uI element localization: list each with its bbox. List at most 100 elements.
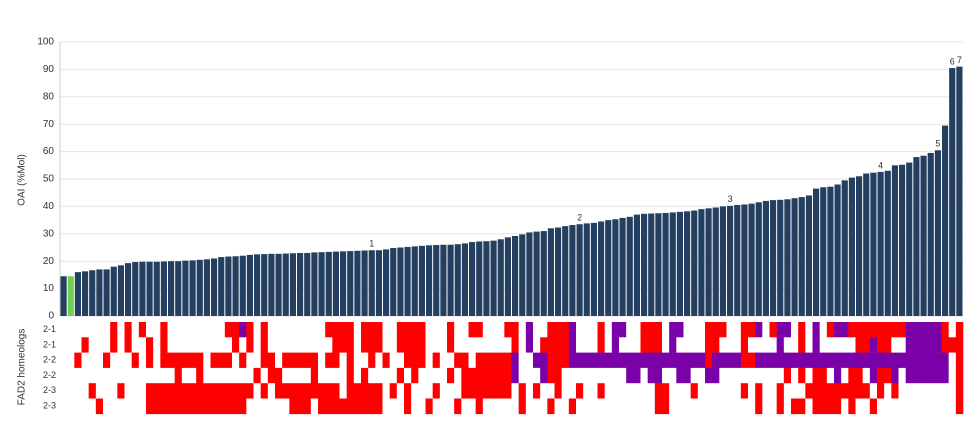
heatmap-cell: [662, 383, 670, 399]
bar: [576, 224, 583, 316]
bar: [318, 252, 325, 316]
heatmap-cell: [346, 352, 355, 369]
heatmap-cell: [439, 383, 448, 399]
heatmap-cell: [511, 398, 519, 415]
heatmap-cell: [791, 383, 799, 399]
heatmap-cell: [224, 352, 233, 369]
heatmap-cell: [647, 383, 656, 399]
heatmap-cell: [81, 352, 89, 369]
heatmap-cell: [246, 337, 254, 353]
heatmap-cell: [117, 398, 125, 415]
heatmap-cell: [690, 383, 699, 399]
heatmap-cell: [748, 383, 756, 399]
heatmap-cell: [468, 322, 476, 338]
y-axis-label: OAI (%Mol): [17, 154, 28, 206]
bar: [662, 212, 669, 316]
heatmap-cell: [95, 398, 104, 415]
heatmap-cell: [647, 367, 656, 384]
heatmap-cell: [769, 383, 777, 399]
heatmap-cell: [898, 337, 906, 353]
heatmap-cell: [475, 352, 484, 369]
heatmap-cell: [189, 322, 197, 338]
heatmap-cell: [518, 322, 527, 338]
heatmap-cell: [511, 367, 519, 384]
heatmap-cell: [67, 337, 75, 353]
heatmap-cell: [325, 337, 333, 353]
heatmap-cell: [361, 322, 369, 338]
bar: [519, 234, 526, 316]
heatmap-cell: [719, 352, 727, 369]
heatmap-cell: [468, 367, 476, 384]
heatmap-cell: [81, 337, 89, 353]
heatmap-cell: [633, 337, 641, 353]
heatmap-cell: [683, 367, 691, 384]
heatmap-cell: [583, 398, 591, 415]
heatmap-cell: [748, 322, 756, 338]
annotation: 3: [728, 194, 733, 204]
heatmap-cell: [138, 367, 147, 384]
heatmap-cell: [375, 352, 383, 369]
heatmap-cell: [353, 352, 362, 369]
heatmap-cell: [834, 398, 842, 415]
heatmap-cell: [189, 398, 197, 415]
heatmap-cell: [253, 352, 261, 369]
y-tick-label: 50: [43, 174, 55, 185]
bar: [418, 245, 425, 316]
bar: [562, 226, 569, 316]
bar: [67, 276, 74, 316]
heatmap-label: FAD2 homeologs: [17, 329, 28, 406]
heatmap-cell: [246, 367, 254, 384]
heatmap-cell: [210, 383, 218, 399]
heatmap-cell: [676, 367, 684, 384]
heatmap-cell: [662, 337, 670, 353]
heatmap-cell: [912, 398, 921, 415]
bar: [225, 256, 232, 316]
heatmap-cell: [475, 383, 484, 399]
heatmap-cell: [826, 367, 835, 384]
heatmap-cell: [497, 367, 505, 384]
heatmap-cell: [203, 367, 211, 384]
bar: [504, 237, 511, 316]
heatmap-cell: [662, 367, 670, 384]
bar: [203, 259, 210, 316]
heatmap-cell: [683, 383, 691, 399]
heatmap-cell: [576, 367, 584, 384]
heatmap-cell: [633, 367, 641, 384]
heatmap-cell: [812, 398, 820, 415]
heatmap-cell: [432, 352, 441, 369]
heatmap-cell: [540, 322, 548, 338]
heatmap-cell: [310, 367, 319, 384]
heatmap-cell: [705, 337, 713, 353]
bar: [132, 262, 139, 316]
heatmap-cell: [275, 398, 283, 415]
heatmap-cell: [848, 337, 856, 353]
heatmap-cell: [877, 337, 885, 353]
heatmap-cell: [905, 322, 914, 338]
heatmap-cell: [411, 367, 419, 384]
bar: [490, 240, 497, 316]
heatmap-cell: [776, 322, 785, 338]
bar: [755, 202, 762, 316]
heatmap-cell: [490, 367, 498, 384]
heatmap-cell: [389, 383, 398, 399]
heatmap-cell: [361, 383, 369, 399]
heatmap-cell: [826, 337, 835, 353]
heatmap-cell: [748, 352, 756, 369]
bar: [848, 177, 855, 316]
heatmap-cell: [303, 352, 312, 369]
heatmap-cell: [239, 352, 247, 369]
heatmap-cell: [203, 337, 211, 353]
bar: [361, 250, 368, 316]
heatmap-cell: [905, 352, 914, 369]
heatmap-cell: [597, 337, 605, 353]
heatmap-cell: [884, 352, 892, 369]
heatmap-cell: [103, 322, 111, 338]
heatmap-cell: [138, 322, 147, 338]
bar: [927, 152, 934, 316]
heatmap-cell: [568, 398, 577, 415]
heatmap-cell: [841, 322, 849, 338]
heatmap-cell: [260, 398, 269, 415]
heatmap-cell: [640, 322, 648, 338]
heatmap-cell: [160, 337, 168, 353]
heatmap-cell: [576, 398, 584, 415]
